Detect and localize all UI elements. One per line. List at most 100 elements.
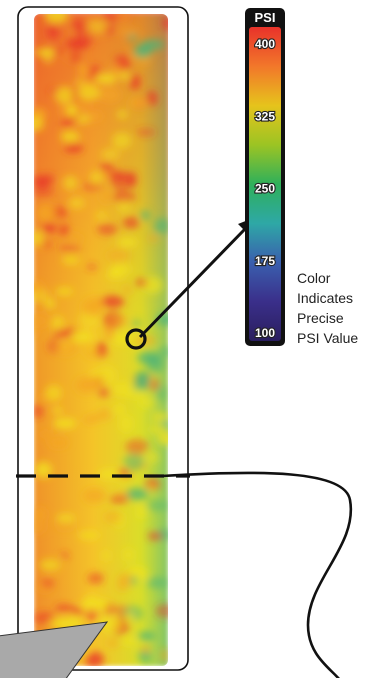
pressure-blob [160,647,168,663]
pressure-blob [117,201,131,213]
pressure-blob [68,197,85,209]
pressure-blob [90,171,103,185]
pressure-blob [34,404,44,419]
pressure-blob [60,130,80,143]
pressure-blob [80,601,101,610]
pressure-blob [156,432,168,446]
pressure-blob [79,311,99,329]
pressure-blob [114,268,124,277]
pressure-blob [112,317,128,325]
pressure-blob [34,507,47,521]
pressure-blob [91,412,112,421]
pressure-blob [75,113,91,125]
pressure-blob [119,415,133,433]
pressure-blob [45,173,55,186]
pressure-blob [100,295,125,308]
pressure-blob [111,175,131,191]
pressure-blob [116,575,128,593]
pressure-blob [53,418,77,429]
pressure-blob [125,439,149,456]
scale-ticks: 400 325 250 175 100 [254,36,277,341]
caption-line: Precise [297,310,344,326]
pressure-blob [127,98,149,108]
pressure-blob [104,511,122,524]
pressure-blob [111,62,122,77]
pressure-blob [34,187,54,197]
scale-title: PSI [255,10,276,25]
pressure-blob [147,577,168,589]
pressure-blob [129,576,139,585]
pressure-blob [40,240,52,248]
pressure-blob [78,62,87,76]
caption-line: Indicates [297,290,353,306]
pressure-blob [83,182,103,190]
pressure-blob [122,284,133,296]
pressure-blob [100,188,112,204]
pressure-blob [140,210,151,220]
scale-tick-label: 400 [255,37,275,51]
pressure-blob [145,451,160,464]
pressure-blob [136,504,147,520]
pressure-blob [40,430,52,439]
pressure-blob [142,276,163,294]
pressure-blob [34,324,38,339]
pressure-blob [67,104,77,118]
pressure-blob [45,384,63,402]
pressure-blob [159,346,168,358]
pressure-blob [39,559,61,571]
pressure-blob [99,615,122,632]
pressure-blob [53,523,77,531]
pressure-blob [77,84,101,101]
pressure-blob [84,651,104,666]
pressure-blob [78,530,101,540]
pressure-blob [112,132,132,149]
pressure-blob [147,532,164,540]
pressure-blob [64,143,83,153]
pressure-blob [48,437,69,448]
pressure-blob [83,488,106,504]
pressure-blob [135,128,156,136]
pressure-blob [36,204,56,222]
pressure-blob [124,612,134,624]
caption-line: PSI Value [297,330,358,346]
pressure-blob [129,74,141,90]
pressure-blob [66,38,90,50]
pressure-blob [100,549,112,562]
pressure-blob [74,78,85,86]
pressure-blob [53,328,72,338]
pressure-blob [134,371,151,388]
pressure-blob [40,579,55,588]
pressure-blob [117,110,128,119]
pressure-blob [99,162,114,172]
pressure-blob [135,278,148,287]
pressure-blob [34,612,56,624]
pressure-blob [84,19,108,35]
pressure-blob [70,607,84,615]
pressure-blob [117,237,138,247]
pressure-blob [67,233,83,244]
pressure-blob [123,216,140,229]
pressure-blob [70,330,95,343]
scale-caption: Color Indicates Precise PSI Value [297,270,358,346]
caption-line: Color [297,270,331,286]
pressure-blob [157,384,166,402]
pressure-blob [146,90,158,106]
pressure-blob [123,452,145,471]
pressure-blob [127,171,137,188]
pressure-blob [82,298,104,316]
pressure-blob [112,191,136,203]
pressure-blob [95,212,108,219]
pressure-blob [116,27,138,36]
pressure-blob [147,235,159,242]
pressure-blob [162,16,168,30]
pressure-blob [68,50,83,64]
pressure-blob [106,638,120,648]
pressure-blob [138,648,152,664]
pressure-blob [97,224,118,235]
pressure-blob [119,72,130,80]
scale-tick-label: 175 [255,254,275,268]
pressure-blob [49,619,64,628]
pressure-blob [34,287,49,303]
pressure-blob [122,547,135,562]
pressure-blob [87,572,104,584]
